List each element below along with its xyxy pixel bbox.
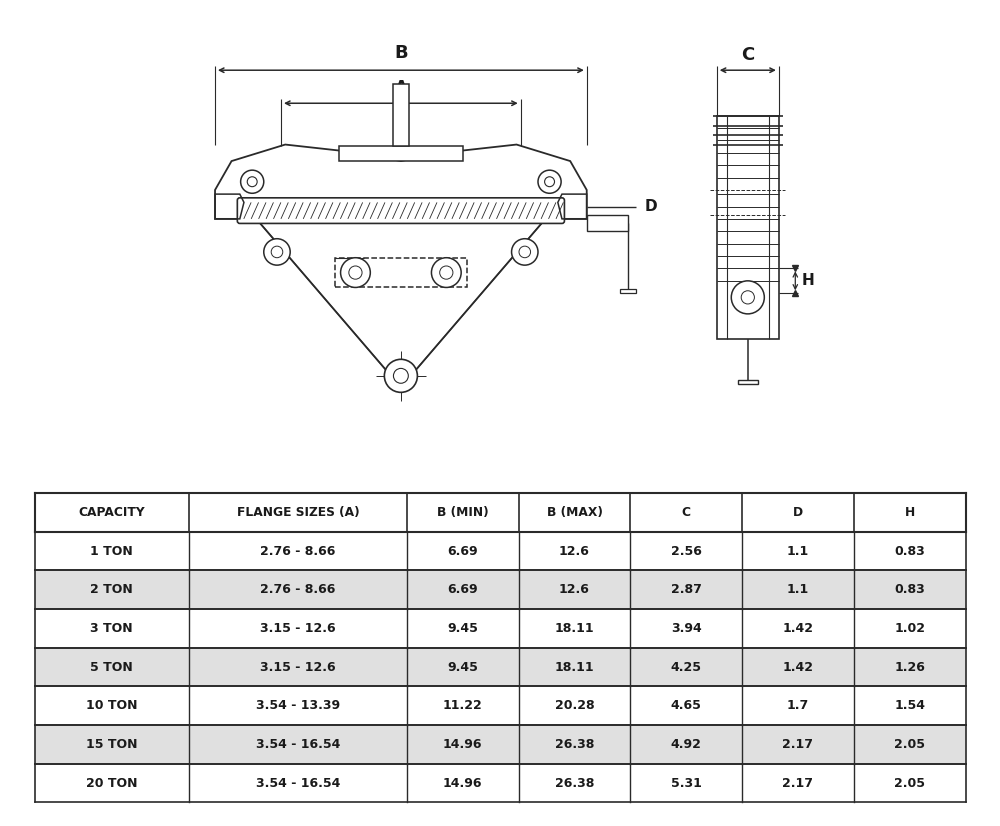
Bar [34,571,966,609]
Circle shape [431,258,461,287]
Text: D: D [645,199,657,214]
Text: 3.54 - 16.54: 3.54 - 16.54 [256,776,340,790]
Circle shape [384,359,417,392]
Text: 5 TON: 5 TON [90,661,133,673]
Text: 12.6: 12.6 [559,583,590,596]
Bar [34,686,966,725]
Bar [393,84,409,146]
Circle shape [341,258,370,287]
Bar [335,258,467,287]
Bar [587,215,628,231]
Text: 12.6: 12.6 [559,544,590,558]
Text: C: C [682,506,691,519]
Text: 1.7: 1.7 [787,700,809,712]
Text: C: C [741,45,754,64]
Bar [620,289,636,293]
Text: 3.15 - 12.6: 3.15 - 12.6 [260,622,336,635]
Text: 2.56: 2.56 [671,544,702,558]
Text: 3.54 - 13.39: 3.54 - 13.39 [256,700,340,712]
Text: 2.05: 2.05 [894,776,925,790]
Text: 2.87: 2.87 [671,583,702,596]
Text: 3.15 - 12.6: 3.15 - 12.6 [260,661,336,673]
Text: H: H [905,506,915,519]
Text: 26.38: 26.38 [555,738,594,751]
Circle shape [264,239,290,265]
Text: 1.42: 1.42 [782,622,813,635]
Text: 26.38: 26.38 [555,776,594,790]
Bar [34,648,966,686]
Text: B (MAX): B (MAX) [547,506,602,519]
Bar [717,116,779,339]
Bar [34,609,966,648]
Text: 1 TON: 1 TON [90,544,133,558]
Circle shape [512,239,538,265]
Text: 3 TON: 3 TON [90,622,133,635]
Bar [34,764,966,802]
Text: CAPACITY: CAPACITY [78,506,145,519]
Text: 4.92: 4.92 [671,738,702,751]
Text: 6.69: 6.69 [447,544,478,558]
Text: 18.11: 18.11 [555,622,594,635]
Text: B (MIN): B (MIN) [437,506,489,519]
Text: 1.54: 1.54 [894,700,925,712]
Text: 20.28: 20.28 [555,700,594,712]
Circle shape [241,170,264,193]
Text: 1.1: 1.1 [787,583,809,596]
Bar [34,725,966,764]
FancyBboxPatch shape [237,197,564,223]
Text: H: H [802,273,815,288]
Text: 3.54 - 16.54: 3.54 - 16.54 [256,738,340,751]
Text: 15 TON: 15 TON [86,738,137,751]
Text: 14.96: 14.96 [443,738,483,751]
Text: 2.17: 2.17 [782,776,813,790]
Text: 20 TON: 20 TON [86,776,137,790]
Text: B: B [394,44,408,62]
Text: 14.96: 14.96 [443,776,483,790]
Text: 2.17: 2.17 [782,738,813,751]
Text: 9.45: 9.45 [447,622,478,635]
Bar [339,146,463,161]
Bar [738,380,758,384]
Text: 1.02: 1.02 [894,622,925,635]
Text: 0.83: 0.83 [894,583,925,596]
Text: FLANGE SIZES (A): FLANGE SIZES (A) [237,506,359,519]
Text: A: A [394,78,407,97]
Circle shape [538,170,561,193]
Text: 9.45: 9.45 [447,661,478,673]
Bar [34,532,966,571]
Text: 1.42: 1.42 [782,661,813,673]
Circle shape [731,281,764,314]
Text: 2.76 - 8.66: 2.76 - 8.66 [260,583,336,596]
Text: D: D [793,506,803,519]
Text: 1.26: 1.26 [894,661,925,673]
Text: 6.69: 6.69 [447,583,478,596]
Text: 10 TON: 10 TON [86,700,137,712]
Text: 2.76 - 8.66: 2.76 - 8.66 [260,544,336,558]
Text: 0.83: 0.83 [894,544,925,558]
Text: 2 TON: 2 TON [90,583,133,596]
Text: 2.05: 2.05 [894,738,925,751]
Text: 3.94: 3.94 [671,622,702,635]
Text: 4.25: 4.25 [671,661,702,673]
Text: 11.22: 11.22 [443,700,483,712]
Text: 1.1: 1.1 [787,544,809,558]
Text: 18.11: 18.11 [555,661,594,673]
Text: 5.31: 5.31 [671,776,702,790]
Bar [34,493,966,532]
Text: 4.65: 4.65 [671,700,702,712]
